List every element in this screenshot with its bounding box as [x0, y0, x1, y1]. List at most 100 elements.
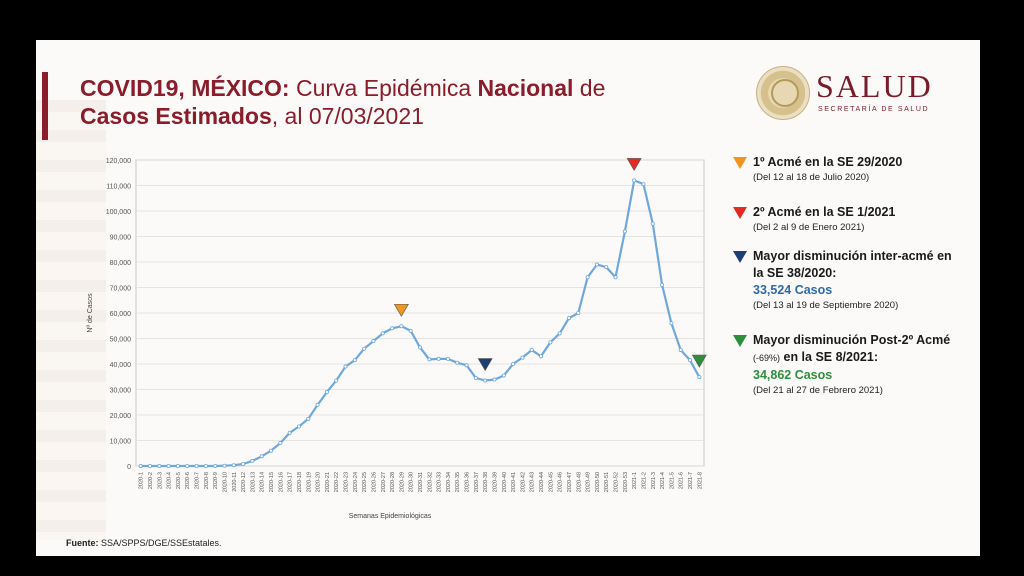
x-tick-label: 2020-47: [567, 472, 573, 492]
data-point: [334, 378, 339, 383]
x-tick-label: 2020-25: [362, 472, 368, 492]
legend-detail: (Del 21 al 27 de Febrero 2021): [753, 385, 883, 396]
y-tick-label: 30,000: [110, 388, 132, 395]
x-tick-label: 2020-41: [511, 472, 517, 492]
x-tick-label: 2020-40: [502, 472, 508, 492]
data-point: [241, 461, 246, 466]
data-point: [147, 463, 152, 468]
x-tick-label: 2020-36: [465, 472, 471, 492]
data-point: [539, 354, 544, 359]
legend-title: Mayor disminución inter-acmé en la SE 38…: [753, 249, 952, 280]
marker-triangle: [691, 354, 707, 368]
x-tick-label: 2020-8: [204, 472, 210, 489]
data-point: [566, 316, 571, 321]
x-tick-label: 2020-23: [344, 472, 350, 492]
data-point: [203, 463, 208, 468]
data-point: [390, 326, 395, 331]
x-tick-label: 2020-24: [353, 472, 359, 492]
data-point: [315, 402, 320, 407]
x-tick-label: 2021-7: [688, 472, 694, 489]
y-tick-label: 100,000: [106, 209, 131, 216]
epidemic-curve-chart: 0 10,000 20,000 30,000 40,000 50,000 60,000 70,…: [87, 158, 707, 520]
data-point: [464, 363, 469, 368]
legend-item-inter-peak-min: Mayor disminución inter-acmé en la SE 38…: [733, 248, 980, 313]
title-accent-bar: [42, 72, 48, 140]
marker-triangle: [393, 303, 409, 317]
y-tick-label: 110,000: [106, 184, 131, 191]
legend-detail: (Del 13 al 19 de Septiembre 2020): [753, 300, 899, 311]
data-point: [455, 360, 460, 365]
x-tick-label: 2020-52: [614, 472, 620, 492]
x-tick-label: 2020-44: [539, 472, 545, 492]
x-tick-label: 2020-13: [250, 472, 256, 492]
x-tick-label: 2020-3: [157, 472, 163, 489]
x-tick-label: 2020-50: [595, 472, 601, 492]
page-title: COVID19, MÉXICO: Curva Epidémica Naciona…: [80, 74, 720, 130]
data-point: [594, 262, 599, 267]
x-tick-label: 2020-35: [455, 472, 461, 492]
data-point: [436, 356, 441, 361]
data-point: [660, 282, 665, 287]
x-tick-label: 2021-5: [669, 472, 675, 489]
orange-triangle-icon: [733, 157, 747, 169]
x-tick-label: 2020-5: [176, 472, 182, 489]
x-tick-label: 2020-28: [390, 472, 396, 492]
x-tick-label: 2020-38: [483, 472, 489, 492]
data-point: [427, 357, 432, 362]
blue-triangle-icon: [733, 251, 747, 263]
y-tick-label: 120,000: [106, 158, 131, 165]
x-tick-label: 2020-17: [288, 472, 294, 492]
source-note: Fuente: SSA/SPPS/DGE/SSEstatales.: [66, 538, 222, 548]
data-point: [501, 373, 506, 378]
data-point: [483, 378, 488, 383]
x-tick-label: 2020-2: [148, 472, 154, 489]
title-part-4: de: [573, 75, 606, 101]
data-point: [557, 331, 562, 336]
title-part-6: , al 07/03/2021: [271, 103, 424, 129]
data-point: [306, 416, 311, 421]
x-tick-label: 2020-11: [232, 472, 238, 492]
x-tick-label: 2020-9: [213, 472, 219, 489]
x-tick-label: 2020-49: [586, 472, 592, 492]
data-point: [585, 275, 590, 280]
x-tick-label: 2020-30: [409, 472, 415, 492]
x-tick-label: 2020-53: [623, 472, 629, 492]
legend-item-peak-1: 1º Acmé en la SE 29/2020 (Del 12 al 18 d…: [733, 154, 980, 185]
data-point: [697, 375, 702, 380]
title-part-2: Curva Epidémica: [289, 75, 478, 101]
x-tick-label: 2020-20: [316, 472, 322, 492]
x-tick-label: 2020-32: [427, 472, 433, 492]
x-tick-label: 2020-10: [222, 472, 228, 492]
data-point: [194, 463, 199, 468]
data-point: [492, 377, 497, 382]
legend-detail: (Del 2 al 9 de Enero 2021): [753, 222, 865, 233]
title-part-5: Casos Estimados: [80, 103, 272, 129]
x-tick-label: 2020-22: [334, 472, 340, 492]
title-part-3: Nacional: [477, 75, 574, 101]
y-tick-label: 50,000: [110, 337, 132, 344]
y-tick-label: 90,000: [110, 235, 132, 242]
x-tick-label: 2020-26: [371, 472, 377, 492]
series-line: [140, 179, 701, 468]
y-tick-label: 20,000: [110, 413, 132, 420]
data-point: [613, 275, 618, 280]
x-tick-label: 2020-46: [558, 472, 564, 492]
y-tick-label: 0: [127, 464, 131, 471]
data-point: [511, 361, 516, 366]
data-point: [399, 324, 404, 329]
red-triangle-icon: [733, 207, 747, 219]
legend-value: 34,862 Casos: [753, 368, 833, 382]
x-tick-label: 2020-7: [195, 472, 201, 489]
data-point: [269, 448, 274, 453]
logo-subtitle: SECRETARÍA DE SALUD: [818, 106, 930, 113]
decorative-pattern: [36, 100, 106, 540]
data-point: [250, 458, 255, 463]
x-tick-label: 2020-4: [167, 472, 173, 489]
x-tick-label: 2021-8: [697, 472, 703, 489]
data-point: [529, 347, 534, 352]
y-tick-label: 80,000: [110, 260, 132, 267]
x-tick-label: 2020-31: [418, 472, 424, 492]
x-tick-label: 2021-3: [651, 472, 657, 489]
data-point: [296, 424, 301, 429]
marker-triangle: [477, 358, 493, 372]
